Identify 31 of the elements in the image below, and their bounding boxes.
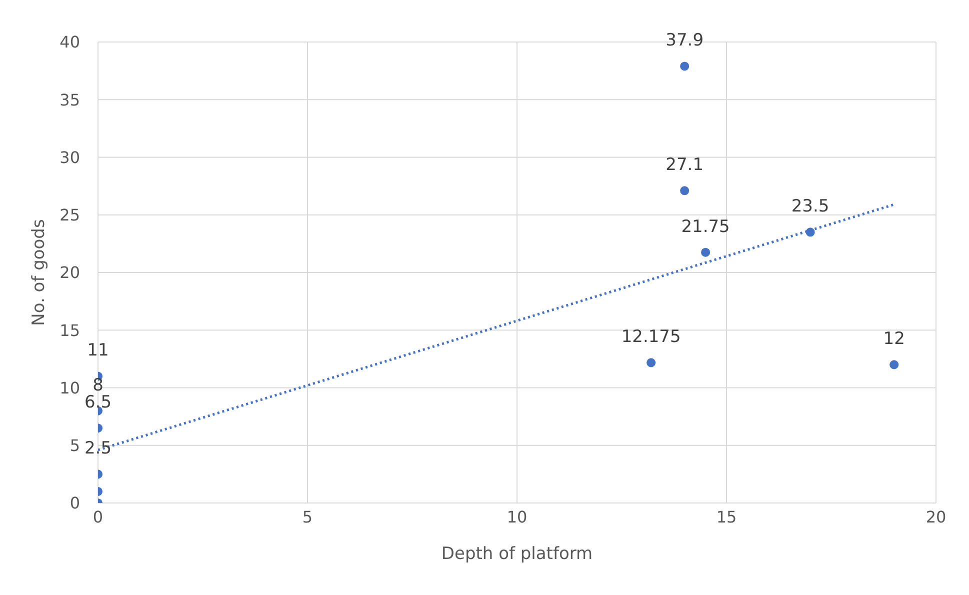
point bbox=[680, 186, 690, 196]
y-tick-label: 10 bbox=[60, 378, 80, 398]
x-tick-label: 20 bbox=[926, 507, 946, 526]
data-label: 6.5 bbox=[84, 392, 112, 413]
y-tick-label: 5 bbox=[70, 436, 80, 456]
y-tick-label: 20 bbox=[60, 263, 80, 282]
y-tick-label: 0 bbox=[70, 494, 80, 513]
data-label: 37.9 bbox=[666, 30, 704, 51]
y-tick-label: 40 bbox=[60, 32, 80, 52]
data-label: 8 bbox=[92, 375, 104, 396]
data-label: 12 bbox=[883, 329, 905, 350]
data-label: 27.1 bbox=[666, 155, 704, 176]
data-label: 11 bbox=[87, 340, 109, 361]
y-tick-label: 30 bbox=[60, 148, 80, 167]
y-axis-title: No. of goods bbox=[29, 219, 50, 326]
y-tick-label: 15 bbox=[60, 320, 80, 340]
point bbox=[890, 360, 899, 370]
point bbox=[701, 248, 710, 257]
x-tick-label: 10 bbox=[506, 507, 528, 526]
data-label: 23.5 bbox=[791, 196, 830, 217]
x-tick-label: 5 bbox=[302, 507, 313, 526]
point bbox=[680, 62, 690, 71]
y-tick-label: 35 bbox=[60, 90, 80, 110]
data-label: 21.75 bbox=[681, 216, 730, 237]
data-label: 12.175 bbox=[621, 327, 681, 348]
data-label: 2.5 bbox=[84, 438, 112, 459]
x-tick-label: 0 bbox=[92, 507, 104, 526]
x-tick-label: 15 bbox=[716, 507, 737, 526]
y-tick-label: 25 bbox=[60, 206, 80, 225]
x-axis-title: Depth of platform bbox=[441, 544, 593, 564]
point bbox=[646, 358, 656, 368]
